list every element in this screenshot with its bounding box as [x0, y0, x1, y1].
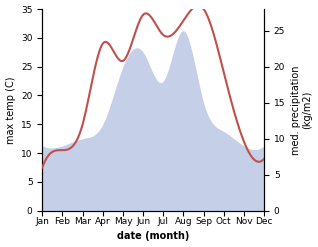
Y-axis label: max temp (C): max temp (C) [5, 76, 16, 144]
X-axis label: date (month): date (month) [117, 231, 190, 242]
Y-axis label: med. precipitation
(kg/m2): med. precipitation (kg/m2) [291, 65, 313, 155]
